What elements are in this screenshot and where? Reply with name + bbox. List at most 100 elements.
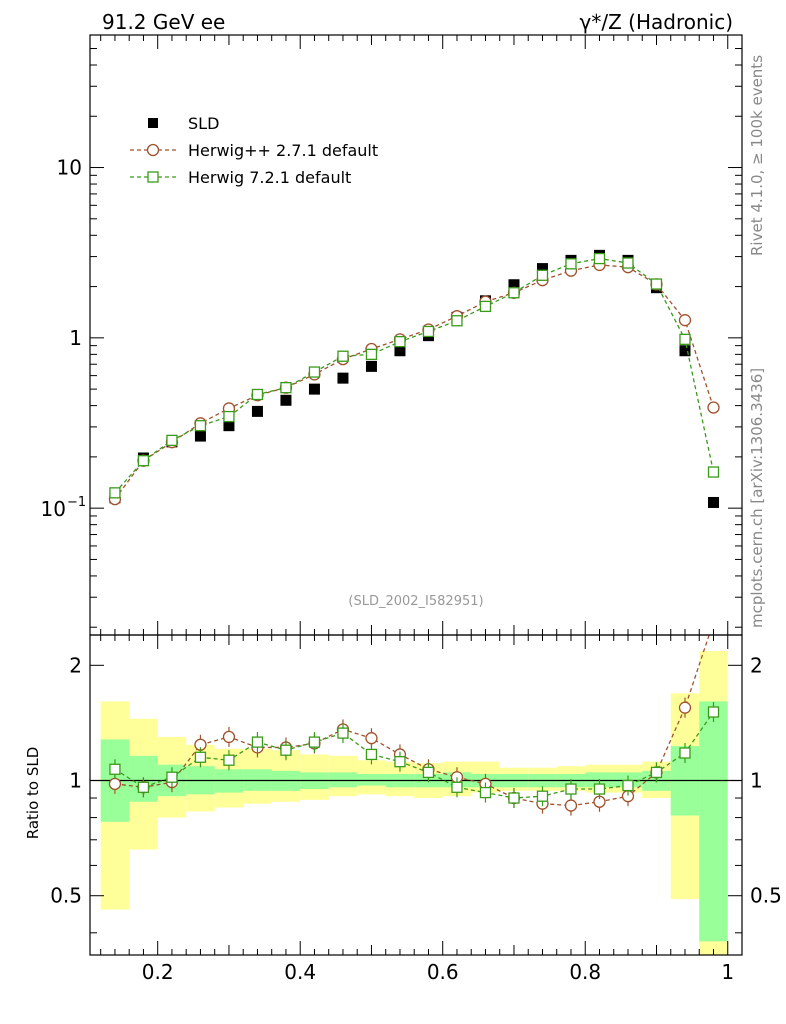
data-point-sld [337,372,349,384]
line-herwigpp [114,264,715,500]
ratio-point-herwig7 [679,747,691,759]
legend-label-herwigpp: Herwig++ 2.7.1 default [188,141,378,160]
ratio-panel: 2 2 1 1 0.5 0.5 0.2 0.4 0.6 0.8 1 [50,616,782,984]
point-herwig7 [707,466,720,478]
data-point-sld [308,383,320,395]
ratio-point-herwigpp [564,799,578,812]
ratio-point-herwig7 [565,783,577,795]
point-herwig7 [194,420,207,432]
xtick-label: 0.2 [142,960,174,984]
ratio-point-herwig7 [622,779,634,792]
ratio-point-herwigpp [365,732,378,745]
ratio-point-herwig7 [251,736,264,748]
point-herwig7 [536,269,549,281]
point-herwig7 [422,325,435,338]
main-ytick-label-base: 10 [41,497,66,521]
point-herwig7 [251,388,264,401]
point-herwig7 [479,300,492,313]
ratio-point-herwig7 [109,763,121,775]
point-herwig7 [223,410,235,423]
ratio-point-herwig7 [223,754,235,766]
point-herwig7 [451,315,463,327]
point-herwig7 [280,382,292,394]
ratio-ytick-label-right: 2 [750,653,763,677]
ratio-frame [89,634,743,956]
main-ytick-label: 1 [69,326,82,350]
point-herwig7 [593,252,606,265]
ratio-point-herwig7 [194,751,207,763]
header-left: 91.2 GeV ee [102,10,225,34]
ratio-point-herwig7 [365,748,378,761]
ratio-point-herwig7 [707,706,720,718]
point-herwig7 [679,333,691,345]
point-herwig7 [308,366,321,378]
legend-marker-herwigpp [146,143,160,157]
ratio-point-herwig7 [479,786,492,799]
data-point-sld [508,279,520,291]
data-point-sld [707,496,719,508]
ratio-line-herwigpp [114,635,710,807]
data-point-sld [365,360,377,372]
xtick-label: 1 [721,960,734,984]
point-herwig7 [508,287,520,299]
ratio-ylabel: Ratio to SLD [24,747,42,840]
ratio-ytick-label-left: 1 [69,769,82,793]
data-point-sld [536,263,548,275]
point-herwig7 [109,487,121,499]
xtick-label: 0.8 [569,960,601,984]
point-herwigpp [707,401,720,414]
ratio-point-herwig7 [137,781,150,793]
ratio-point-herwig7 [650,766,663,779]
ratio-point-herwig7 [593,783,606,795]
ratio-ytick-label-left: 0.5 [50,884,82,908]
ratio-ytick-label-right: 1 [750,769,763,793]
ratio-point-herwig7 [280,744,292,756]
ratio-point-herwig7 [166,771,178,783]
data-point-sld [194,430,206,442]
ratio-point-herwig7 [337,727,349,739]
ratio-point-herwig7 [308,736,321,748]
point-herwig7 [166,434,178,447]
ratio-point-herwigpp [108,777,122,791]
ratio-point-herwig7 [394,756,406,768]
line-herwig7 [114,257,715,494]
ratio-ytick-label-right: 0.5 [750,884,782,908]
main-ytick-label: 10 [57,156,82,180]
ratio-band-inner-bin [699,701,728,942]
ratio-point-herwig7 [536,790,549,802]
analysis-id: (SLD_2002_I582951) [348,594,483,609]
ratio-point-herwigpp [222,730,236,744]
legend-marker-herwig7 [147,171,159,183]
header-right: γ*/Z (Hadronic) [580,10,733,34]
ratio-line-herwig7 [114,711,715,799]
ratio-band-inner-bin [328,772,358,788]
point-herwig7 [337,350,349,362]
point-herwigpp [678,314,692,327]
main-ytick-label-exp: −1 [67,495,86,510]
ratio-point-herwigpp [708,616,719,627]
data-point-sld [394,345,406,357]
ratio-band-inner-bin [357,773,386,786]
point-herwig7 [565,258,577,270]
ratio-point-herwig7 [451,781,463,793]
point-herwig7 [650,278,663,290]
data-point-sld [251,405,263,417]
ratio-point-herwigpp [678,701,692,714]
ratio-ytick-label-left: 2 [69,653,82,677]
point-herwig7 [394,335,406,348]
side-label-top: Rivet 4.1.0, ≥ 100k events [748,55,766,256]
data-point-sld [679,345,691,357]
point-herwig7 [365,348,378,361]
legend-label-sld: SLD [188,114,219,133]
ratio-point-herwig7 [508,792,520,804]
point-herwig7 [622,257,634,269]
ratio-plot-area [90,616,742,955]
legend-marker-sld [148,118,158,128]
xtick-label: 0.6 [427,960,459,984]
legend: SLD Herwig++ 2.7.1 default Herwig 7.2.1 … [130,114,378,187]
ratio-point-herwig7 [422,766,435,779]
point-herwig7 [137,455,150,467]
data-point-sld [223,420,235,432]
legend-label-herwig7: Herwig 7.2.1 default [188,168,351,187]
